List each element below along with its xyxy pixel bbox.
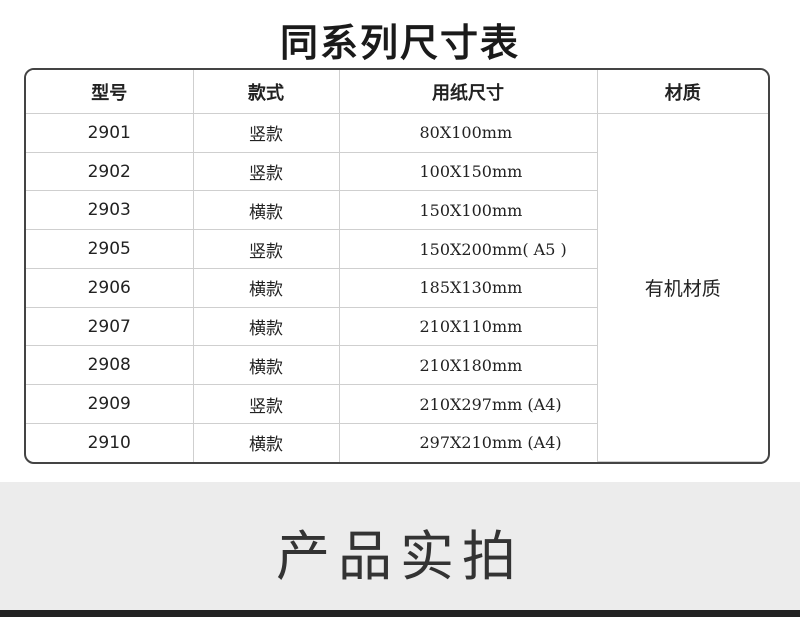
cell-paper-size: 150X100mm xyxy=(338,190,597,231)
cell-style: 竖款 xyxy=(192,113,340,153)
cell-paper-size: 185X130mm xyxy=(338,267,597,308)
cell-paper-size: 150X200mm( A5 ) xyxy=(338,229,597,269)
table-row: 2901 竖款 80X100mm 有机材质 xyxy=(26,113,768,462)
cell-style: 横款 xyxy=(192,306,340,347)
bottom-bar xyxy=(0,610,800,617)
page-title: 同系列尺寸表 xyxy=(279,21,520,65)
header-style: 款式 xyxy=(192,70,340,114)
cell-style: 竖款 xyxy=(192,229,340,269)
cell-style: 竖款 xyxy=(192,384,340,424)
cell-style: 横款 xyxy=(192,267,340,308)
cell-paper-size: 210X110mm xyxy=(338,306,597,347)
cell-style: 横款 xyxy=(192,190,340,231)
product-photos-banner: 产品实拍 xyxy=(0,482,800,610)
cell-paper-size: 100X150mm xyxy=(338,151,597,192)
cell-model: 2905 xyxy=(26,229,194,269)
cell-model: 2910 xyxy=(26,422,194,462)
cell-model: 2909 xyxy=(26,384,194,424)
cell-model: 2903 xyxy=(26,190,194,231)
cell-model: 2902 xyxy=(26,151,194,192)
cell-model: 2907 xyxy=(26,306,194,347)
cell-style: 横款 xyxy=(192,422,340,462)
table-header-row: 型号 款式 用纸尺寸 材质 xyxy=(26,70,768,114)
table-row: 2906 横款 185X130mm xyxy=(26,267,768,308)
table-row: 2903 横款 150X100mm xyxy=(26,190,768,231)
table-row: 2910 横款 297X210mm (A4) xyxy=(26,422,768,462)
cell-model: 2901 xyxy=(26,113,194,153)
cell-material: 有机材质 xyxy=(596,113,768,462)
header-material: 材质 xyxy=(596,70,768,114)
cell-style: 竖款 xyxy=(192,151,340,192)
cell-paper-size: 210X180mm xyxy=(338,345,597,386)
cell-paper-size: 297X210mm (A4) xyxy=(338,422,597,462)
cell-model: 2908 xyxy=(26,345,194,386)
cell-paper-size: 210X297mm (A4) xyxy=(338,384,597,424)
header-paper-size: 用纸尺寸 xyxy=(338,70,598,114)
header-model: 型号 xyxy=(26,70,194,114)
table-row: 2902 竖款 100X150mm xyxy=(26,151,768,192)
cell-paper-size: 80X100mm xyxy=(338,113,598,153)
section-title: 产品实拍 xyxy=(276,525,524,588)
table-row: 2909 竖款 210X297mm (A4) xyxy=(26,384,768,424)
cell-style: 横款 xyxy=(192,345,340,386)
cell-model: 2906 xyxy=(26,267,194,308)
size-table: 型号 款式 用纸尺寸 材质 2901 竖款 80X100mm 有机材质 2902 竖款 10… xyxy=(24,68,770,464)
